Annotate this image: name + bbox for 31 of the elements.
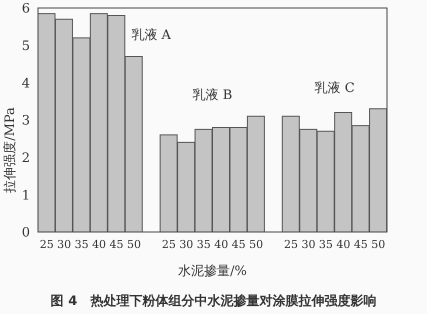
x-tick-label: 30 xyxy=(301,238,316,251)
x-tick-label: 50 xyxy=(249,238,264,251)
x-tick-label: 50 xyxy=(371,238,386,251)
x-tick-label: 40 xyxy=(214,238,228,251)
x-tick-label: 35 xyxy=(318,238,333,251)
y-tick-label: 6 xyxy=(22,2,30,17)
x-tick-label: 25 xyxy=(284,238,298,251)
y-tick-label: 1 xyxy=(22,188,30,204)
y-tick-label: 5 xyxy=(22,38,30,54)
text: 图 4 热处理下粉体组分中水泥掺量对涂膜拉伸强度影响 xyxy=(50,292,378,310)
y-tick-label: 4 xyxy=(22,76,30,92)
x-tick-label: 45 xyxy=(354,238,368,251)
x-tick-label: 25 xyxy=(162,238,176,251)
x-tick-label: 35 xyxy=(74,238,89,251)
x-axis-title: 水泥掺量/% xyxy=(177,263,248,280)
x-tick-label: 30 xyxy=(179,238,194,251)
x-tick-label: 45 xyxy=(232,238,246,251)
y-tick-label: 0 xyxy=(22,226,30,241)
x-tick-label: 40 xyxy=(92,238,106,251)
x-tick-label: 35 xyxy=(196,238,211,251)
x-tick-label: 30 xyxy=(57,238,72,251)
x-tick-label: 25 xyxy=(40,238,54,251)
annotation: 乳液 A xyxy=(131,26,171,44)
x-tick-label: 40 xyxy=(336,238,350,251)
annotation: 乳液 B xyxy=(192,87,234,104)
annotation: 乳液 C xyxy=(314,80,356,97)
x-tick-label: 50 xyxy=(126,238,141,251)
y-tick-label: 3 xyxy=(22,114,30,129)
y-tick-label: 2 xyxy=(22,150,30,166)
y-axis-title: 拉伸强度/MPa xyxy=(2,107,19,193)
x-tick-label: 45 xyxy=(110,238,124,251)
